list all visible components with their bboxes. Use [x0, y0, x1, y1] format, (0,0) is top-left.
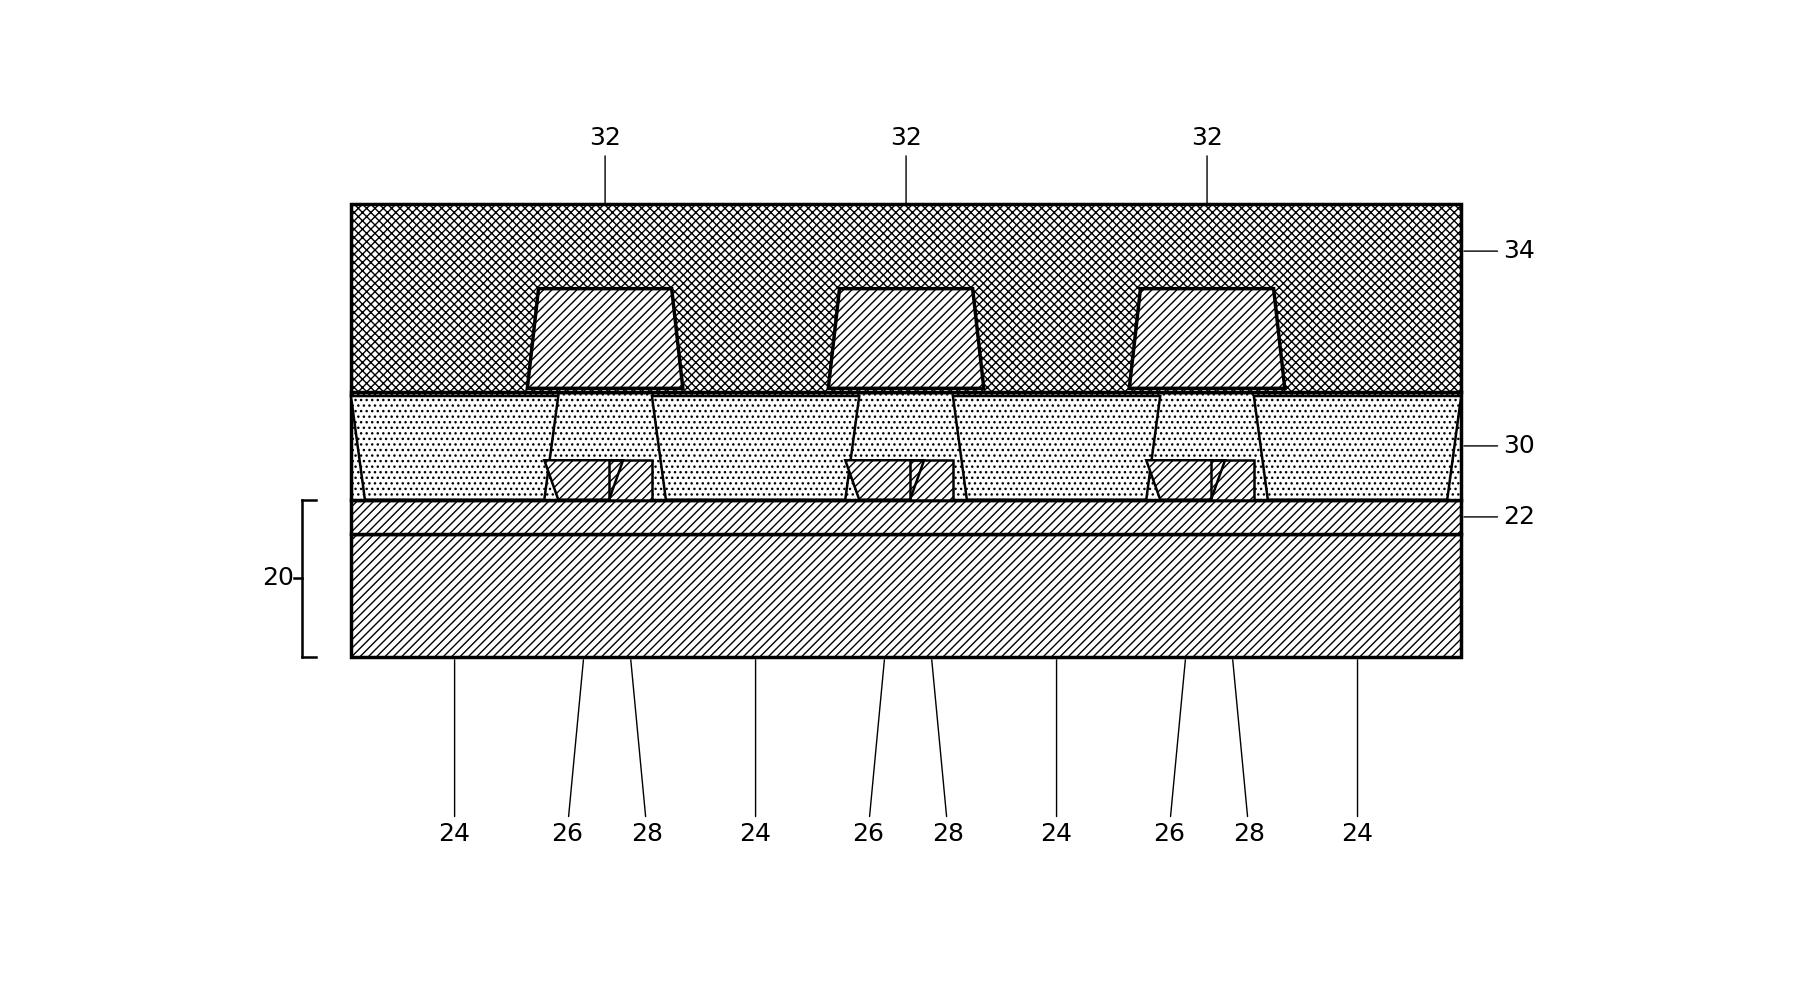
Text: 26: 26: [852, 660, 885, 846]
Polygon shape: [609, 461, 652, 499]
Text: 32: 32: [890, 127, 923, 284]
Polygon shape: [609, 461, 652, 499]
Polygon shape: [829, 289, 984, 389]
Text: 24: 24: [438, 660, 470, 846]
Polygon shape: [953, 396, 1160, 499]
Polygon shape: [351, 396, 559, 499]
Text: 32: 32: [1191, 127, 1224, 284]
Text: 28: 28: [1233, 660, 1265, 846]
Text: 26: 26: [551, 660, 584, 846]
Polygon shape: [1211, 461, 1254, 499]
Polygon shape: [1254, 396, 1461, 499]
Polygon shape: [528, 289, 683, 389]
Polygon shape: [1146, 461, 1225, 499]
Bar: [351, 499, 1461, 534]
Polygon shape: [1254, 396, 1461, 499]
Polygon shape: [1146, 461, 1225, 499]
Bar: [351, 204, 1461, 392]
Polygon shape: [953, 396, 1160, 499]
Bar: [351, 534, 1461, 657]
Polygon shape: [528, 289, 683, 389]
Polygon shape: [351, 396, 559, 499]
Bar: [351, 534, 1461, 657]
Bar: [351, 499, 1461, 534]
Bar: [351, 204, 1461, 392]
Polygon shape: [652, 396, 860, 499]
Text: 24: 24: [1040, 660, 1072, 846]
Polygon shape: [910, 461, 953, 499]
Polygon shape: [1130, 289, 1285, 389]
Text: 34: 34: [1463, 239, 1535, 263]
Bar: [351, 392, 1461, 499]
Polygon shape: [544, 461, 623, 499]
Polygon shape: [652, 396, 860, 499]
Bar: [351, 392, 1461, 499]
Text: 24: 24: [1341, 660, 1373, 846]
Text: 30: 30: [1463, 434, 1535, 458]
Text: 20: 20: [263, 566, 294, 590]
Text: 22: 22: [1463, 504, 1535, 529]
Text: 32: 32: [589, 127, 622, 284]
Polygon shape: [1211, 461, 1254, 499]
Text: 24: 24: [739, 660, 771, 846]
Polygon shape: [544, 461, 623, 499]
Text: 28: 28: [631, 660, 663, 846]
Polygon shape: [845, 461, 924, 499]
Polygon shape: [910, 461, 953, 499]
Text: 28: 28: [932, 660, 964, 846]
Polygon shape: [1130, 289, 1285, 389]
Polygon shape: [829, 289, 984, 389]
Polygon shape: [845, 461, 924, 499]
Text: 26: 26: [1153, 660, 1186, 846]
